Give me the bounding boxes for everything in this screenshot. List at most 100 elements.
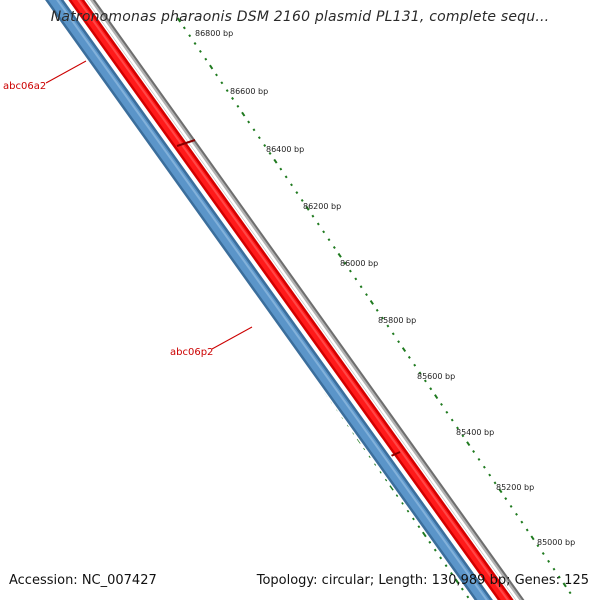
tick-mark	[198, 49, 202, 53]
backbone-track	[81, 0, 525, 600]
tick-mark	[354, 277, 358, 281]
tick-mark	[386, 324, 390, 328]
tick-mark	[193, 42, 197, 45]
tick-mark	[395, 494, 399, 497]
accession-text: Accession: NC_007427	[9, 573, 157, 588]
tick-mark	[401, 347, 407, 352]
tick-mark	[412, 517, 415, 521]
tick-mark	[557, 575, 561, 579]
scale-label: 85400 bp	[456, 428, 494, 437]
tick-mark	[440, 402, 443, 406]
scale-label: 86800 bp	[195, 29, 233, 38]
tick-mark	[305, 205, 310, 211]
scale-label: 85600 bp	[417, 372, 455, 381]
tick-mark	[220, 81, 224, 85]
tick-mark	[515, 512, 518, 516]
tick-mark	[381, 316, 385, 320]
tick-mark	[284, 175, 288, 179]
tick-mark	[418, 371, 422, 375]
tick-mark	[421, 531, 427, 538]
tick-mark	[322, 230, 326, 234]
tick-mark	[397, 340, 401, 344]
tick-mark	[300, 198, 304, 202]
tick-mark	[365, 293, 368, 297]
tick-mark	[417, 525, 421, 529]
tick-mark	[247, 120, 251, 124]
tick-mark	[541, 552, 545, 555]
scale-label: 86400 bp	[266, 145, 304, 154]
tick-mark	[466, 595, 470, 599]
gene-label-text: abc06a2	[3, 81, 46, 92]
tick-mark	[488, 473, 492, 477]
forward-gene-boundary[interactable]	[176, 139, 196, 147]
tick-mark	[279, 167, 283, 171]
scale-label: 85200 bp	[496, 483, 534, 492]
tick-mark	[454, 578, 460, 585]
scale-label: 86600 bp	[230, 87, 268, 96]
tick-mark	[547, 559, 551, 563]
tick-mark	[391, 332, 395, 336]
tick-mark	[456, 426, 460, 430]
scale-label: 86000 bp	[340, 259, 378, 268]
tick-mark	[401, 501, 405, 505]
tick-mark	[204, 57, 208, 61]
tick-mark	[273, 158, 278, 164]
tick-mark	[439, 556, 443, 560]
tick-mark	[182, 26, 186, 30]
tick-mark	[406, 509, 410, 513]
tick-mark	[450, 418, 454, 422]
scale-label: 86200 bp	[303, 202, 341, 211]
forward-strand-track	[66, 0, 516, 600]
tick-mark	[434, 394, 439, 400]
tick-mark	[295, 191, 299, 195]
tick-mark	[215, 73, 218, 77]
gene-label-abc06p2[interactable]: abc06p2	[170, 326, 253, 358]
tick-mark	[327, 238, 331, 242]
tick-mark	[236, 104, 240, 108]
tick-mark	[423, 379, 427, 383]
tick-mark	[445, 410, 449, 414]
gene-label-abc06a2[interactable]: abc06a2	[3, 60, 87, 92]
tick-mark	[450, 572, 453, 575]
tick-mark	[231, 96, 235, 100]
tick-mark	[257, 136, 261, 140]
tick-mark	[466, 441, 471, 447]
tick-mark	[498, 488, 503, 494]
tick-mark	[225, 89, 229, 93]
tick-mark	[263, 144, 267, 147]
gene-label-text: abc06p2	[170, 347, 213, 358]
map-title: Natronomonas pharaonis DSM 2160 plasmid …	[50, 9, 550, 25]
tick-mark	[241, 111, 246, 117]
scale-label: 85800 bp	[378, 316, 416, 325]
tick-mark	[375, 308, 379, 312]
scale-labels: 86800 bp 86600 bp 86400 bp 86200 bp 8600…	[195, 29, 575, 547]
tick-mark	[461, 434, 465, 438]
tick-mark	[359, 285, 363, 289]
tick-mark	[444, 564, 448, 568]
tick-mark	[389, 484, 395, 491]
tick-mark	[348, 269, 352, 273]
tick-mark	[413, 363, 417, 367]
tick-mark	[188, 34, 192, 38]
tick-mark	[209, 64, 214, 70]
scale-label: 85000 bp	[537, 538, 575, 547]
map-summary: Topology: circular; Length: 130,989 bp; …	[256, 573, 589, 588]
tick-mark	[530, 535, 535, 541]
tick-mark	[332, 246, 336, 249]
tick-mark	[504, 497, 508, 501]
tick-mark	[460, 587, 464, 591]
tick-mark	[343, 261, 347, 265]
tick-mark	[536, 544, 540, 548]
tick-mark	[568, 591, 572, 595]
tick-mark	[252, 128, 256, 132]
tick-mark	[311, 214, 315, 218]
tick-mark	[525, 528, 529, 532]
tick-mark	[379, 470, 383, 474]
tick-mark	[407, 355, 411, 359]
reverse-strand-track	[43, 0, 495, 600]
tick-mark	[428, 540, 432, 544]
tick-mark	[176, 17, 182, 23]
tick-mark	[482, 465, 486, 469]
tick-mark	[268, 151, 272, 155]
